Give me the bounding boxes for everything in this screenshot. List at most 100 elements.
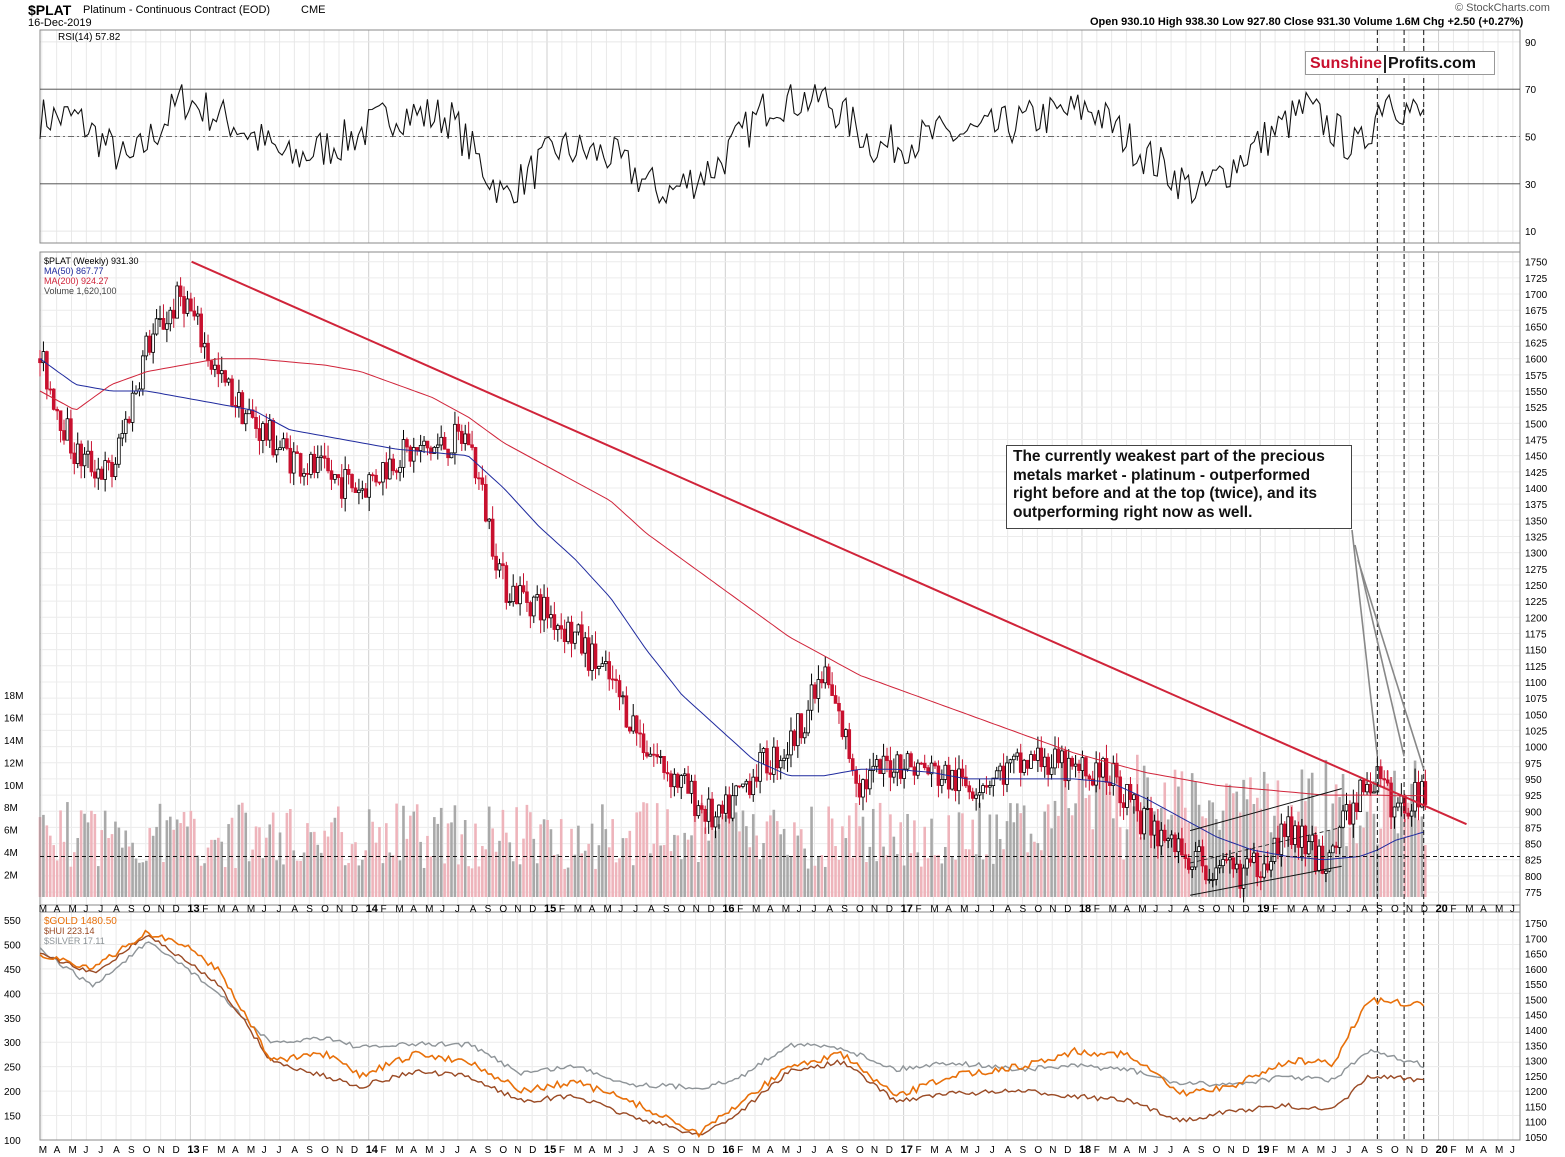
cmp-right-tick-9: 1500 xyxy=(1525,995,1548,1006)
volume-bar xyxy=(1259,808,1263,897)
volume-bar xyxy=(419,841,422,897)
candle-body xyxy=(511,585,516,603)
volume-bar xyxy=(522,838,525,897)
candle-body xyxy=(357,489,361,493)
candle-body xyxy=(96,468,101,479)
hui-line xyxy=(39,934,1424,1136)
candle-body xyxy=(144,335,149,357)
candle-body xyxy=(219,370,224,375)
candle-body xyxy=(874,759,879,767)
x-tick-label-bottom-16: J xyxy=(277,1145,282,1156)
volume-bar xyxy=(529,812,532,897)
candle-body xyxy=(1372,791,1376,794)
candle-body xyxy=(868,770,872,790)
candle-body xyxy=(892,771,896,778)
candle-body xyxy=(1348,804,1352,825)
volume-bar xyxy=(1211,802,1215,897)
cmp-right-tick-7: 1400 xyxy=(1525,1026,1548,1037)
candle-body xyxy=(1001,765,1006,785)
volume-bar xyxy=(1009,803,1012,897)
volume-bar xyxy=(1098,774,1101,897)
x-tick-label-91: O xyxy=(1391,904,1399,915)
x-tick-label-65: A xyxy=(1005,904,1012,915)
x-tick-label-bottom-17: A xyxy=(291,1145,298,1156)
x-tick-label-bottom-36: M xyxy=(574,1145,582,1156)
x-tick-label-bottom-10: 13 xyxy=(187,1144,199,1156)
cmp-right-tick-11: 1600 xyxy=(1525,965,1548,976)
candle-body xyxy=(528,602,533,617)
volume-bar xyxy=(1417,819,1420,897)
candle-body xyxy=(1337,826,1342,848)
volume-bar xyxy=(354,842,357,897)
volume-bar xyxy=(734,812,738,897)
volume-bar xyxy=(439,807,443,897)
volume-bar xyxy=(189,810,193,897)
candle-body xyxy=(429,447,433,454)
volume-bar xyxy=(645,803,649,897)
price-tick-label-17: 1200 xyxy=(1525,613,1548,624)
candle-body xyxy=(826,666,831,686)
x-tick-label-26: M xyxy=(425,904,433,915)
volume-bar xyxy=(573,854,577,897)
volume-bar xyxy=(436,823,440,897)
x-tick-label-72: M xyxy=(1109,904,1117,915)
candle-body xyxy=(1265,863,1270,871)
candle-body xyxy=(1039,747,1044,768)
x-tick-label-bottom-8: N xyxy=(158,1145,165,1156)
x-tick-label-bottom-95: F xyxy=(1450,1145,1456,1156)
candle-body xyxy=(531,596,536,617)
volume-bar xyxy=(834,846,837,897)
candle-body xyxy=(1097,762,1102,778)
candle-body xyxy=(346,469,351,475)
volume-bar xyxy=(669,851,673,897)
price-tick-label-32: 1575 xyxy=(1525,371,1548,382)
volume-bar xyxy=(1077,772,1081,897)
candle-body xyxy=(278,447,282,451)
candle-body xyxy=(501,563,505,567)
candle-body xyxy=(1056,748,1061,764)
candle-body xyxy=(737,785,742,788)
x-tick-label-62: M xyxy=(960,904,968,915)
volume-bar xyxy=(751,814,755,897)
x-tick-label-bottom-33: D xyxy=(529,1145,536,1156)
volume-bar xyxy=(457,864,460,897)
volume-bar xyxy=(697,862,700,897)
candle-body xyxy=(285,438,289,449)
candle-body xyxy=(199,313,203,348)
volume-bar xyxy=(909,853,913,897)
volume-bar xyxy=(76,838,80,897)
volume-bar xyxy=(391,855,395,897)
volume-bar xyxy=(793,822,796,897)
volume-bar xyxy=(388,852,392,897)
candle-body xyxy=(796,713,800,747)
volume-tick-label-1: 4M xyxy=(4,848,18,859)
candle-body xyxy=(542,596,546,621)
volume-bar xyxy=(333,817,337,897)
candle-body xyxy=(1378,766,1383,780)
x-tick-label-46: 16 xyxy=(722,903,734,915)
volume-bar xyxy=(724,815,728,897)
candle-body xyxy=(802,732,807,739)
volume-bar xyxy=(350,844,354,897)
volume-bar xyxy=(275,860,278,897)
volume-bar xyxy=(258,827,261,897)
candle-body xyxy=(641,733,646,754)
volume-bar xyxy=(597,845,601,897)
candle-body xyxy=(936,765,941,786)
volume-bar xyxy=(1170,814,1173,897)
x-tick-label-75: J xyxy=(1153,904,1158,915)
candle-body xyxy=(127,418,131,423)
candle-body xyxy=(624,695,629,728)
volume-bar xyxy=(1053,800,1057,897)
candle-body xyxy=(1049,767,1054,775)
x-tick-label-bottom-20: N xyxy=(336,1145,343,1156)
volume-bar xyxy=(69,866,73,897)
volume-bar xyxy=(690,835,693,897)
candle-body xyxy=(216,364,221,375)
candle-body xyxy=(754,776,759,782)
price-tick-label-28: 1475 xyxy=(1525,435,1548,446)
x-tick-label-bottom-2: M xyxy=(69,1145,77,1156)
candle-body xyxy=(552,614,557,630)
x-tick-label-54: S xyxy=(841,904,848,915)
candle-body xyxy=(658,756,663,758)
